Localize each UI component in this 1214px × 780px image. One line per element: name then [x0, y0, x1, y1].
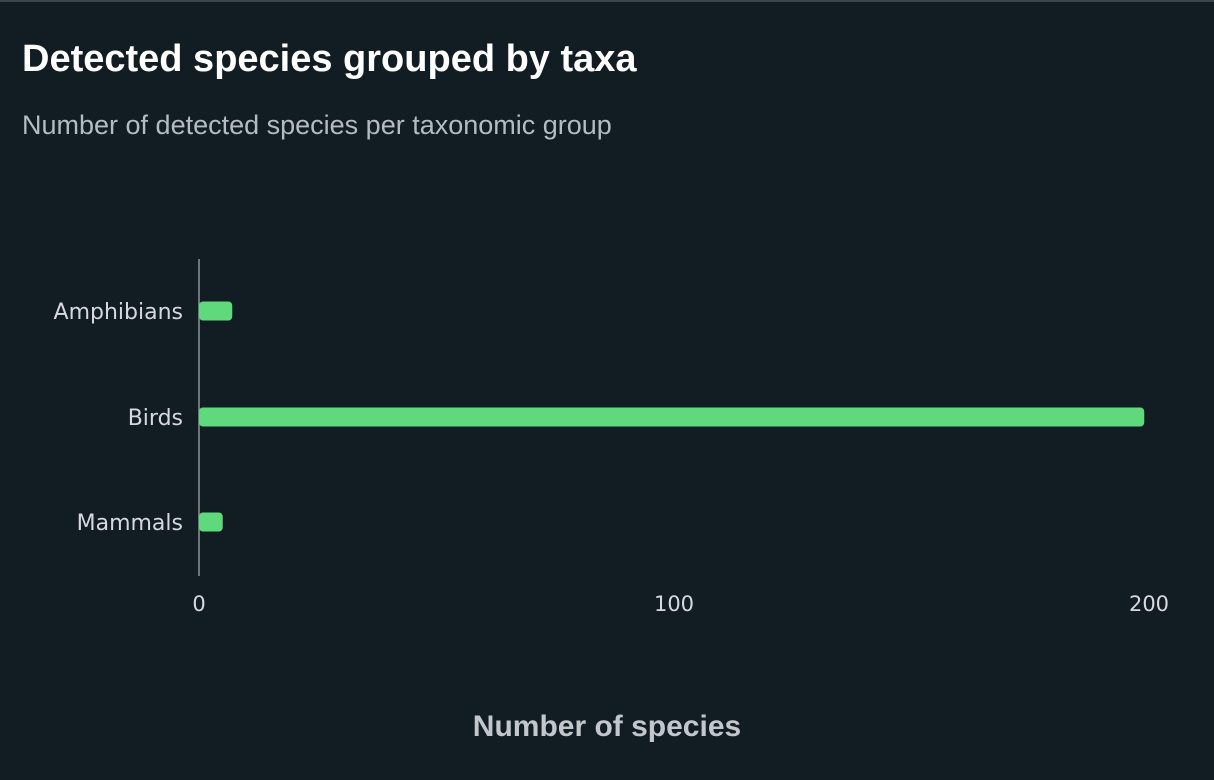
bar-chart: Amphibians Birds Mammals 0 100 200 — [54, 259, 1169, 616]
x-tick-label: 0 — [192, 592, 205, 616]
y-tick-label: Mammals — [77, 511, 183, 536]
chart-subtitle: Number of detected species per taxonomic… — [22, 110, 612, 140]
bar-birds — [199, 407, 1145, 427]
x-tick-label: 100 — [654, 592, 694, 616]
y-tick-label: Birds — [128, 406, 183, 431]
chart-title: Detected species grouped by taxa — [22, 38, 637, 80]
bar-amphibians — [199, 301, 233, 321]
y-tick-label: Amphibians — [54, 300, 183, 325]
x-axis-label: Number of species — [472, 710, 742, 743]
x-tick-label: 200 — [1129, 592, 1169, 616]
top-border — [0, 0, 1214, 2]
bar-mammals — [199, 512, 223, 532]
